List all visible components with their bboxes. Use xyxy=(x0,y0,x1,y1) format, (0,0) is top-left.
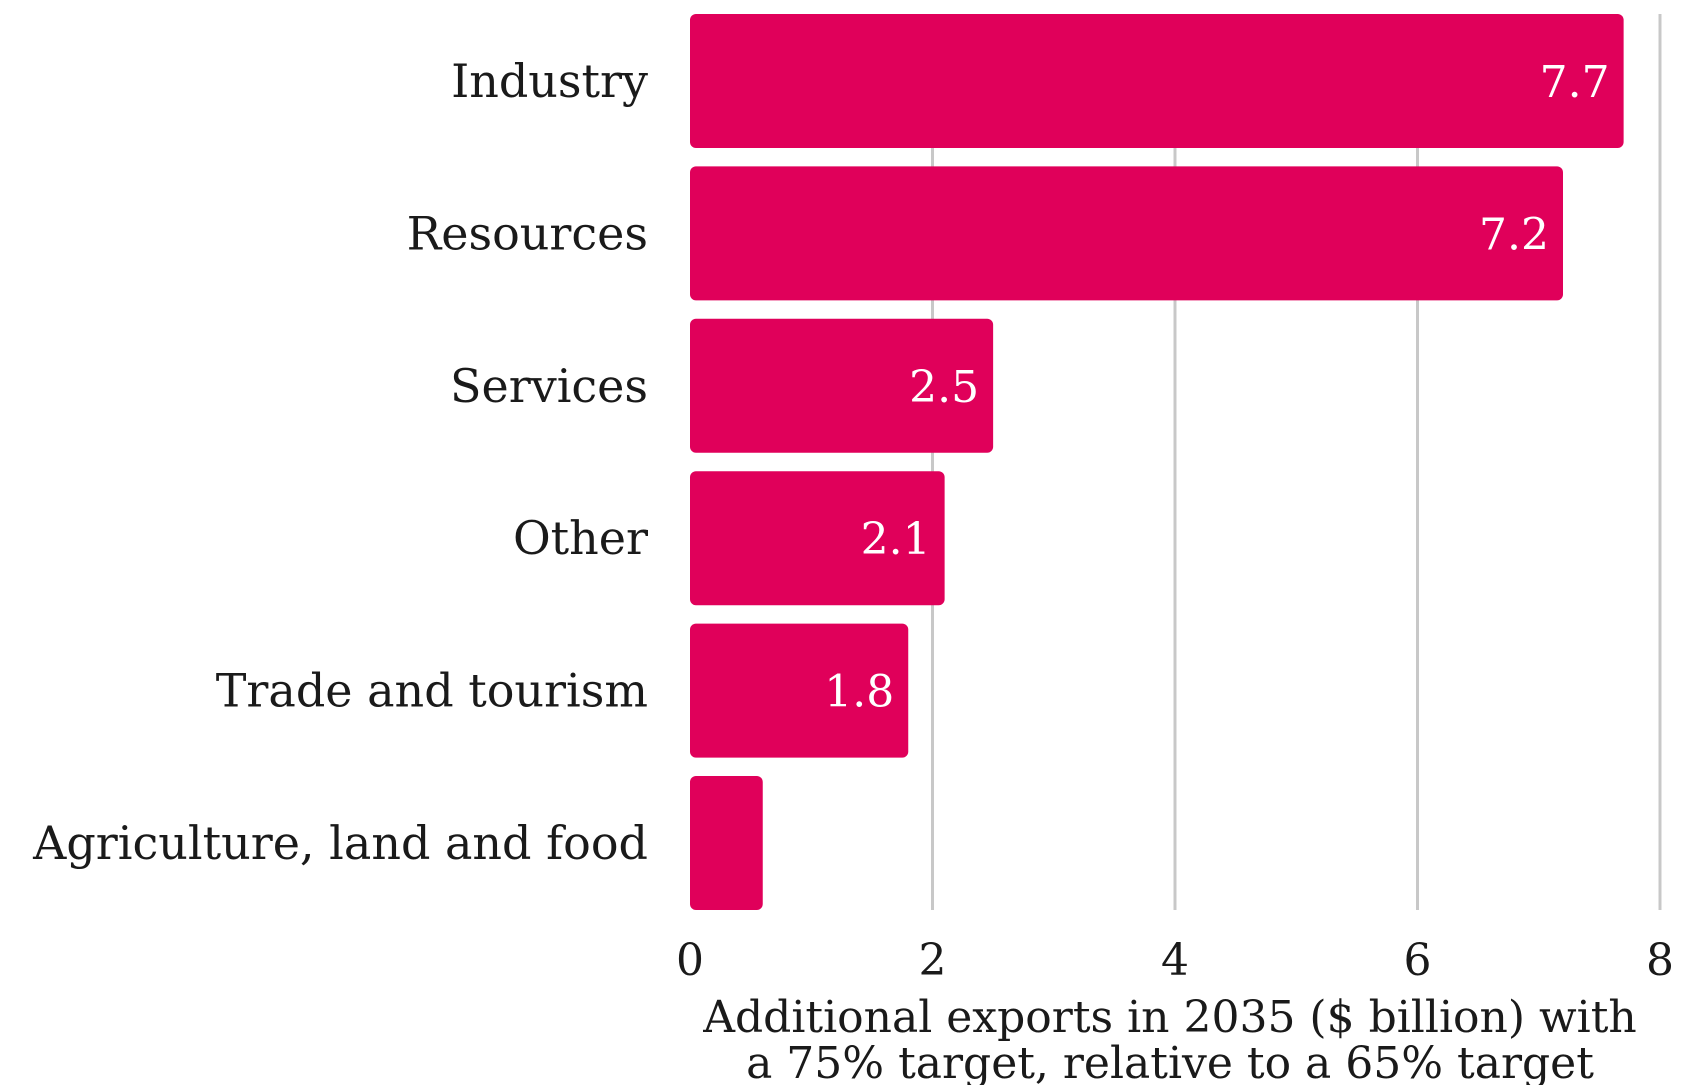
category-label-5: Agriculture, land and food xyxy=(32,816,648,870)
value-label-1: 7.2 xyxy=(1479,209,1549,260)
bars xyxy=(690,14,1624,910)
value-label-3: 2.1 xyxy=(861,514,931,565)
x-axis-ticks: 0 2 4 6 8 xyxy=(676,935,1674,986)
x-tick-label-2: 4 xyxy=(1161,935,1189,986)
value-label-0: 7.7 xyxy=(1540,57,1610,108)
value-labels: 7.7 7.2 2.5 2.1 1.8 xyxy=(824,57,1609,718)
x-tick-label-1: 2 xyxy=(919,935,947,986)
bar-4 xyxy=(690,623,909,758)
category-label-2: Services xyxy=(450,359,648,413)
category-label-4: Trade and tourism xyxy=(216,664,648,718)
bar-0 xyxy=(690,14,1624,148)
x-axis-title-line-2: a 75% target, relative to a 65% target xyxy=(746,1038,1594,1085)
x-tick-label-0: 0 xyxy=(676,935,704,986)
x-tick-label-3: 6 xyxy=(1404,935,1432,986)
value-label-4: 1.8 xyxy=(824,667,894,718)
category-label-3: Other xyxy=(513,511,648,565)
category-label-1: Resources xyxy=(407,206,648,260)
category-label-0: Industry xyxy=(451,54,648,108)
bar-5 xyxy=(690,776,763,910)
bar-3 xyxy=(690,471,945,606)
value-label-2: 2.5 xyxy=(909,362,979,413)
x-axis-title-line-1: Additional exports in 2035 ($ billion) w… xyxy=(702,992,1637,1043)
gridlines xyxy=(931,14,1662,910)
bar-1 xyxy=(690,166,1563,301)
bar-2 xyxy=(690,318,994,453)
x-tick-label-4: 8 xyxy=(1646,935,1674,986)
category-labels: Industry Resources Services Other Trade and … xyxy=(32,54,648,870)
